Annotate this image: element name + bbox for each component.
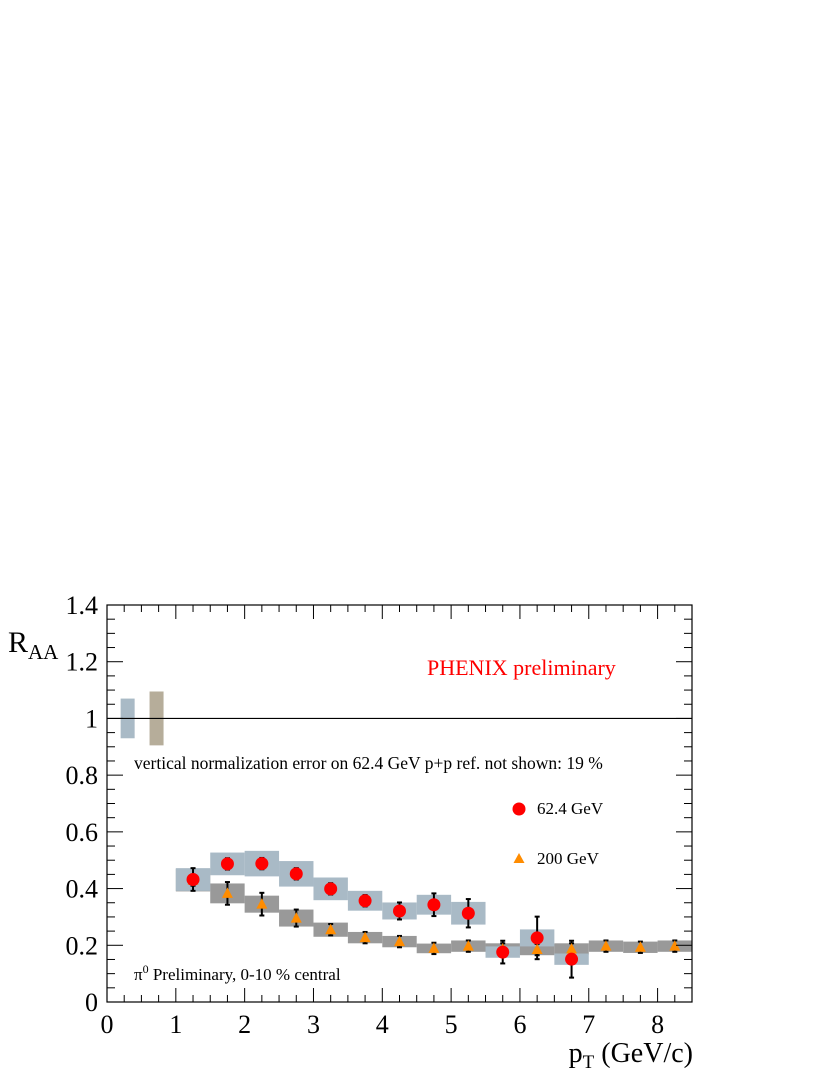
x-tick-label: 5 [445, 1010, 458, 1039]
marker-62gev [186, 872, 200, 886]
y-axis-title-sub: AA [28, 640, 59, 664]
marker-200gev [531, 943, 543, 955]
y-tick-label: 0.8 [66, 761, 99, 790]
marker-200gev [394, 935, 405, 947]
marker-62gev [289, 867, 303, 881]
x-axis-title: pT (GeV/c) [569, 1038, 693, 1073]
marker-62gev [530, 931, 544, 945]
x-tick-label: 2 [238, 1010, 251, 1039]
x-tick-label: 4 [376, 1010, 389, 1039]
marker-200gev [325, 923, 337, 935]
y-tick-label: 0.4 [66, 875, 99, 904]
centrality-rest: Preliminary, 0-10 % central [149, 965, 341, 984]
legend-label-62gev: 62.4 GeV [537, 799, 604, 818]
x-tick-label: 8 [651, 1010, 664, 1039]
legend: 62.4 GeV 200 GeV [512, 799, 604, 868]
marker-62gev [358, 894, 372, 908]
y-tick-label: 1 [85, 704, 98, 733]
marker-62gev [565, 952, 579, 966]
centrality-pi: π [134, 965, 143, 984]
marker-200gev [669, 940, 681, 951]
marker-62gev [393, 904, 406, 918]
centrality-sup: 0 [143, 962, 149, 976]
legend-marker-200gev [513, 853, 525, 863]
marker-62gev [324, 882, 338, 896]
y-tick-label: 0 [85, 988, 98, 1017]
y-tick-label: 1.4 [66, 591, 99, 620]
y-axis-title: RAA [8, 626, 59, 664]
x-axis-title-sub: T [583, 1052, 595, 1073]
x-tick-label: 6 [513, 1010, 526, 1039]
marker-62gev [427, 898, 441, 912]
normalization-note: vertical normalization error on 62.4 GeV… [134, 753, 603, 773]
marker-200gev [428, 942, 440, 953]
tick-labels: 0 1 2 3 4 5 6 7 8 0 0.2 0.4 0.6 0.8 1 1.2 1.4 [66, 591, 665, 1039]
x-tick-label: 0 [101, 1010, 114, 1039]
centrality-note: π0 Preliminary, 0-10 % central [134, 962, 341, 984]
marker-62gev [255, 857, 269, 871]
x-axis-title-main: p [569, 1038, 583, 1069]
data-markers [186, 857, 681, 966]
marker-62gev [496, 945, 510, 959]
y-tick-label: 0.6 [66, 818, 99, 847]
marker-62gev [220, 857, 234, 871]
marker-62gev [461, 906, 475, 920]
legend-marker-62gev [512, 802, 526, 816]
x-tick-label: 3 [307, 1010, 320, 1039]
y-tick-label: 0.2 [66, 931, 99, 960]
marker-200gev [462, 940, 474, 951]
marker-200gev [221, 887, 233, 898]
marker-200gev [566, 942, 578, 954]
marker-200gev [290, 912, 302, 923]
marker-200gev [634, 941, 646, 952]
marker-200gev [359, 931, 371, 943]
y-axis-title-main: R [8, 626, 28, 659]
legend-label-200gev: 200 GeV [537, 849, 600, 868]
experiment-label: PHENIX preliminary [427, 655, 616, 680]
x-tick-label: 7 [582, 1010, 595, 1039]
x-tick-label: 1 [169, 1010, 182, 1039]
y-tick-label: 1.2 [66, 648, 99, 677]
x-axis-title-rest: (GeV/c) [594, 1038, 693, 1069]
axis-ticks [106, 604, 693, 1003]
marker-200gev [600, 940, 612, 951]
marker-200gev [256, 898, 268, 909]
